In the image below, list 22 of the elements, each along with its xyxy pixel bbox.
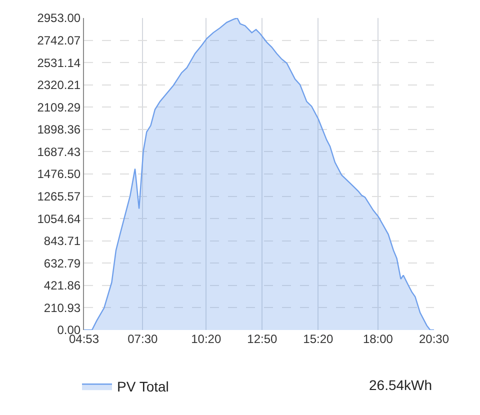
y-tick-label: 843.71 — [44, 234, 81, 248]
y-tick-label: 2531.14 — [37, 56, 81, 70]
x-tick-label: 20:30 — [418, 332, 450, 346]
y-tick-label: 210.93 — [44, 300, 81, 315]
x-tick-label: 12:50 — [247, 332, 278, 346]
y-tick-label: 2953.00 — [37, 11, 81, 26]
y-tick-label: 2742.07 — [37, 33, 81, 48]
y-tick-label: 2320.21 — [37, 78, 81, 92]
y-tick-label: 1898.36 — [37, 122, 81, 137]
x-tick-label: 18:00 — [362, 332, 394, 346]
y-tick-label: 1476.50 — [37, 167, 81, 182]
y-tick-label: 632.79 — [44, 256, 81, 270]
x-tick-label: 07:30 — [128, 332, 158, 346]
x-tick-label: 10:20 — [191, 332, 222, 346]
y-tick-label: 1265.57 — [37, 189, 81, 204]
legend-label: PV Total — [117, 378, 169, 395]
x-tick-label: 15:20 — [303, 332, 334, 346]
y-tick-label: 1687.43 — [37, 144, 81, 159]
y-tick-label: 421.86 — [44, 278, 81, 293]
y-tick-label: 1054.64 — [37, 212, 81, 226]
text: 26.54kWh — [369, 377, 432, 393]
y-tick-label: 2109.29 — [37, 100, 81, 114]
